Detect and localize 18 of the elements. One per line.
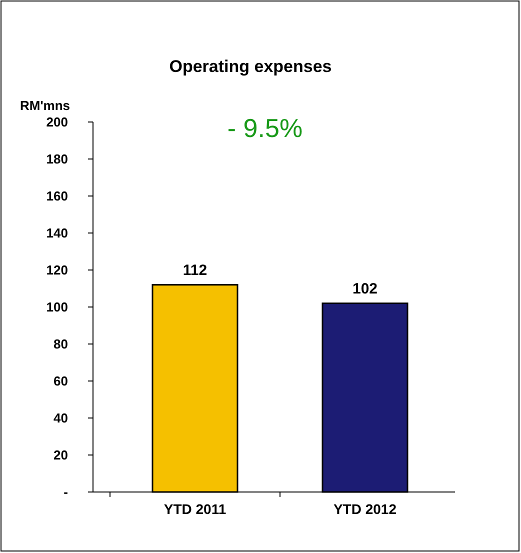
x-tick-label: YTD 2011: [164, 501, 226, 517]
data-label: 102: [352, 280, 378, 298]
annotation: - 9.5%: [227, 113, 303, 143]
data-label: 112: [182, 262, 208, 279]
y-tick-label: 40: [54, 410, 68, 426]
y-tick-label: 20: [54, 448, 68, 463]
y-tick-label: 120: [46, 262, 68, 278]
chart-title: Operating expenses: [169, 57, 332, 76]
x-tick-label: YTD 2012: [333, 501, 397, 517]
y-tick-label: 160: [46, 188, 68, 204]
y-tick-label: 140: [46, 226, 68, 241]
y-tick-label: 60: [54, 374, 68, 389]
y-tick-label: 100: [46, 300, 68, 315]
y-tick-label: 200: [46, 114, 68, 130]
y-tick-label: -: [64, 484, 68, 500]
y-tick-label: 80: [54, 336, 68, 352]
y-tick-label: 180: [46, 152, 68, 167]
y-axis-title: RM'mns: [20, 98, 70, 113]
